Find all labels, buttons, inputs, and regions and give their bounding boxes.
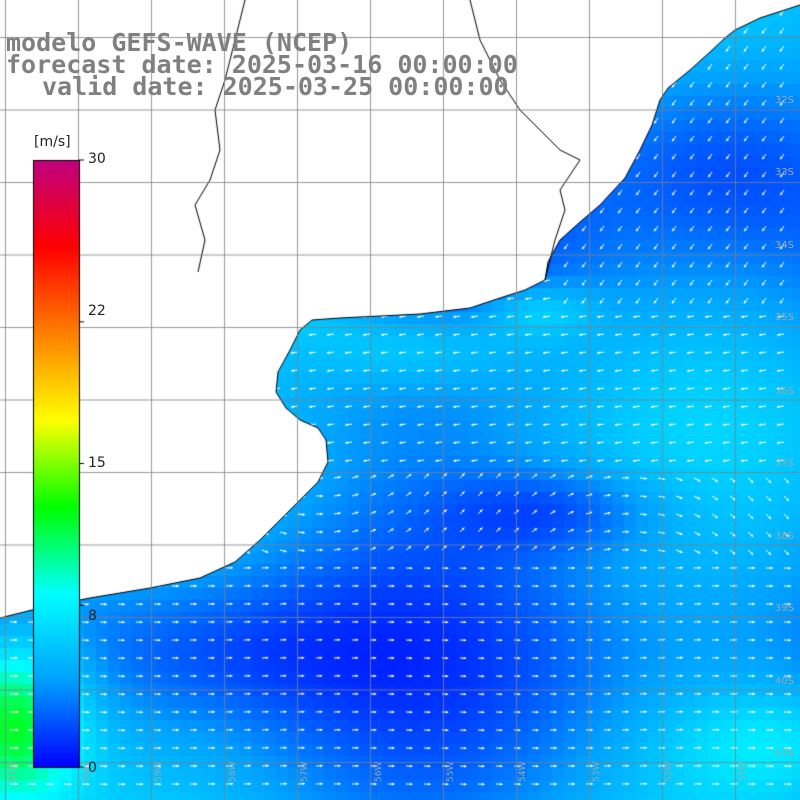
lon-label: 51W [738, 761, 748, 782]
colorbar-tick-15: 15 [88, 455, 106, 471]
lat-label: 33S [774, 167, 794, 178]
lon-label: 61W [8, 761, 18, 782]
lon-label: 56W [374, 761, 384, 782]
valid-date: valid date: 2025-03-25 00:00:00 [42, 72, 509, 101]
colorbar-tick-22: 22 [88, 303, 106, 319]
lat-label: 41S [774, 748, 794, 759]
colorbar-tick-30: 30 [88, 151, 106, 167]
lat-label: 37S [774, 458, 794, 469]
colorbar-tick-0: 0 [88, 760, 97, 776]
colorbar-tick-8: 8 [88, 608, 97, 624]
model-title: modelo GEFS-WAVE (NCEP) [6, 28, 353, 57]
lon-label: 57W [300, 761, 310, 782]
lat-label: 34S [774, 240, 794, 251]
lon-label: 54W [518, 761, 528, 782]
lat-label: 38S [774, 531, 794, 542]
lat-label: 35S [774, 312, 794, 323]
lon-label: 58W [228, 761, 238, 782]
lon-label: 53W [592, 761, 602, 782]
forecast-date: forecast date: 2025-03-16 00:00:00 [6, 50, 518, 79]
lon-label: 60W [82, 761, 92, 782]
lat-label: 32S [774, 95, 794, 106]
lon-label: 59W [154, 761, 164, 782]
colorbar-unit: [m/s] [34, 134, 71, 150]
lat-label: 39S [774, 603, 794, 614]
lon-label: 52W [664, 761, 674, 782]
lat-label: 40S [774, 676, 794, 687]
lon-label: 55W [446, 761, 456, 782]
lat-label: 36S [774, 386, 794, 397]
